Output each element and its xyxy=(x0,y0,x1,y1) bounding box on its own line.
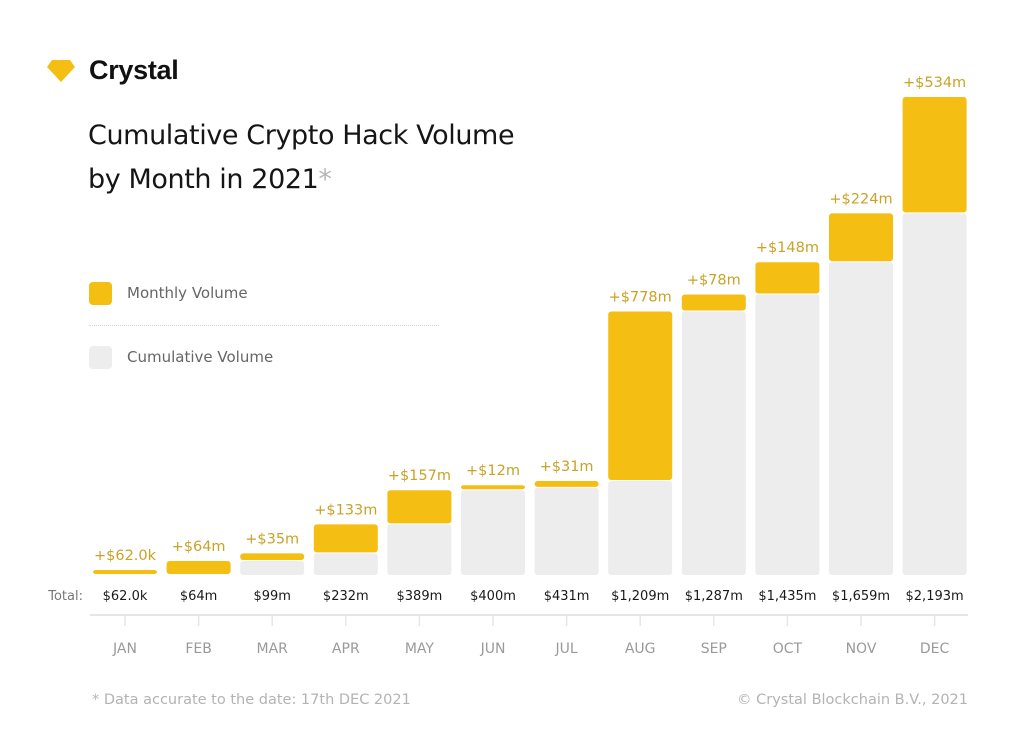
monthly-value-label: +$224m xyxy=(829,191,892,207)
monthly-value-label: +$35m xyxy=(245,531,299,547)
footer-note: * Data accurate to the date: 17th DEC 20… xyxy=(92,692,411,708)
brand-logo: Crystal xyxy=(46,55,179,86)
monthly-bar xyxy=(93,570,157,574)
brand-name: Crystal xyxy=(89,55,179,85)
monthly-value-label: +$62.0k xyxy=(94,548,157,564)
cumulative-bar xyxy=(387,524,452,575)
monthly-bar xyxy=(902,97,967,213)
x-tick-label: NOV xyxy=(846,641,877,657)
total-value-label: $1,435m xyxy=(758,589,816,604)
cumulative-bar xyxy=(313,553,378,575)
total-value-label: $1,659m xyxy=(832,589,890,604)
monthly-bar xyxy=(461,485,525,490)
monthly-value-label: +$31m xyxy=(540,459,594,475)
total-value-label: $400m xyxy=(470,589,516,604)
chart-title: Cumulative Crypto Hack Volume by Month i… xyxy=(88,114,515,202)
chart-title-line1: Cumulative Crypto Hack Volume xyxy=(88,120,515,151)
legend: Monthly Volume Cumulative Volume xyxy=(89,278,439,372)
total-value-label: $1,209m xyxy=(611,589,669,604)
monthly-value-label: +$778m xyxy=(609,289,672,305)
x-tick-label: DEC xyxy=(920,641,950,657)
cumulative-bar xyxy=(534,487,599,575)
monthly-bar xyxy=(755,262,820,294)
total-value-label: $389m xyxy=(397,589,443,604)
x-tick-label: MAR xyxy=(257,641,289,657)
chart-title-line2: by Month in 2021* xyxy=(88,158,514,202)
x-tick-label: AUG xyxy=(625,641,656,657)
x-tick-label: JAN xyxy=(112,641,137,657)
monthly-bar xyxy=(681,294,746,311)
cumulative-bar xyxy=(829,262,893,575)
total-value-label: $99m xyxy=(253,589,290,604)
x-tick-label: JUN xyxy=(480,641,506,657)
monthly-value-label: +$534m xyxy=(903,75,966,91)
monthly-value-label: +$133m xyxy=(314,502,377,518)
total-value-label: $64m xyxy=(180,589,217,604)
legend-label-cumulative: Cumulative Volume xyxy=(127,348,274,366)
monthly-bar xyxy=(240,553,305,561)
monthly-value-label: +$64m xyxy=(172,539,226,555)
monthly-value-label: +$12m xyxy=(466,463,520,479)
chart-title-line2-text: by Month in 2021 xyxy=(88,164,319,195)
legend-item-monthly: Monthly Volume xyxy=(89,278,439,308)
monthly-value-label: +$157m xyxy=(388,468,451,484)
cumulative-bar xyxy=(461,490,525,575)
legend-label-monthly: Monthly Volume xyxy=(127,284,248,302)
title-asterisk: * xyxy=(318,164,332,195)
x-tick-label: OCT xyxy=(773,641,803,657)
cumulative-bar xyxy=(240,561,305,575)
total-value-label: $232m xyxy=(323,589,369,604)
x-tick-label: SEP xyxy=(701,641,727,657)
x-tick-label: JUL xyxy=(555,641,578,657)
legend-swatch-cumulative xyxy=(89,345,112,369)
monthly-bar xyxy=(534,481,599,487)
monthly-bar xyxy=(829,213,893,262)
gem-icon xyxy=(47,59,75,82)
cumulative-bar xyxy=(608,481,673,575)
x-tick-label: MAY xyxy=(405,641,435,657)
total-value-label: $431m xyxy=(544,589,590,604)
cumulative-bar xyxy=(755,294,820,575)
monthly-bar xyxy=(313,524,378,553)
monthly-bar xyxy=(166,561,231,574)
total-value-label: $1,287m xyxy=(685,589,743,604)
monthly-bar xyxy=(608,311,673,481)
x-tick-label: FEB xyxy=(185,641,212,657)
totals-label: Total: xyxy=(47,589,83,604)
legend-swatch-monthly xyxy=(89,281,112,305)
total-value-label: $62.0k xyxy=(103,589,148,604)
cumulative-bar xyxy=(902,213,967,575)
monthly-bar xyxy=(387,490,452,524)
monthly-value-label: +$78m xyxy=(687,272,741,288)
total-value-label: $2,193m xyxy=(906,589,964,604)
legend-divider xyxy=(89,325,439,326)
footer-copyright: © Crystal Blockchain B.V., 2021 xyxy=(737,692,968,708)
legend-item-cumulative: Cumulative Volume xyxy=(89,342,439,372)
cumulative-bar xyxy=(681,311,746,575)
x-tick-label: APR xyxy=(332,641,360,657)
monthly-value-label: +$148m xyxy=(756,240,819,256)
